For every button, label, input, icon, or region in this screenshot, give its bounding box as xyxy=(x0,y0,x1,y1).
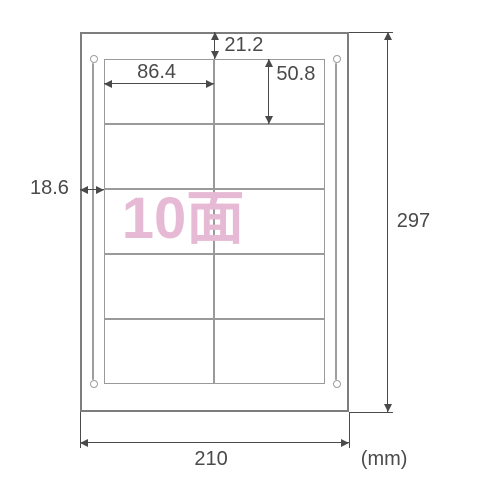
dim-unit: (mm) xyxy=(361,448,408,471)
label-cell xyxy=(214,124,325,189)
label-cell xyxy=(214,254,325,319)
label-cell xyxy=(104,254,215,319)
label-cell xyxy=(104,189,215,254)
label-cell xyxy=(104,319,215,384)
dim-top-margin: 21.2 xyxy=(224,34,263,57)
dim-sheet-width: 210 xyxy=(194,448,227,471)
dim-tick xyxy=(349,32,393,33)
label-grid xyxy=(104,59,325,384)
dim-arrow-top-margin xyxy=(214,32,215,59)
diagram-stage: { "sheet": { "width_mm": 210, "height_mm… xyxy=(0,0,500,500)
label-cell xyxy=(214,319,325,384)
dim-tick xyxy=(349,412,393,413)
dim-arrow-sheet-height xyxy=(387,32,388,412)
dim-arrow-left-margin xyxy=(80,189,104,190)
label-cell xyxy=(214,189,325,254)
dim-arrow-sheet-width xyxy=(80,442,349,443)
dim-left-margin: 18.6 xyxy=(30,177,69,200)
slit-right xyxy=(335,63,337,380)
dim-label-width: 86.4 xyxy=(137,61,176,84)
dim-label-height: 50.8 xyxy=(276,63,315,86)
dim-tick xyxy=(349,412,350,448)
dim-arrow-label-height xyxy=(268,59,269,124)
dim-tick xyxy=(80,412,81,448)
slit-left xyxy=(92,63,94,380)
label-cell xyxy=(104,124,215,189)
dim-sheet-height: 297 xyxy=(397,210,430,233)
